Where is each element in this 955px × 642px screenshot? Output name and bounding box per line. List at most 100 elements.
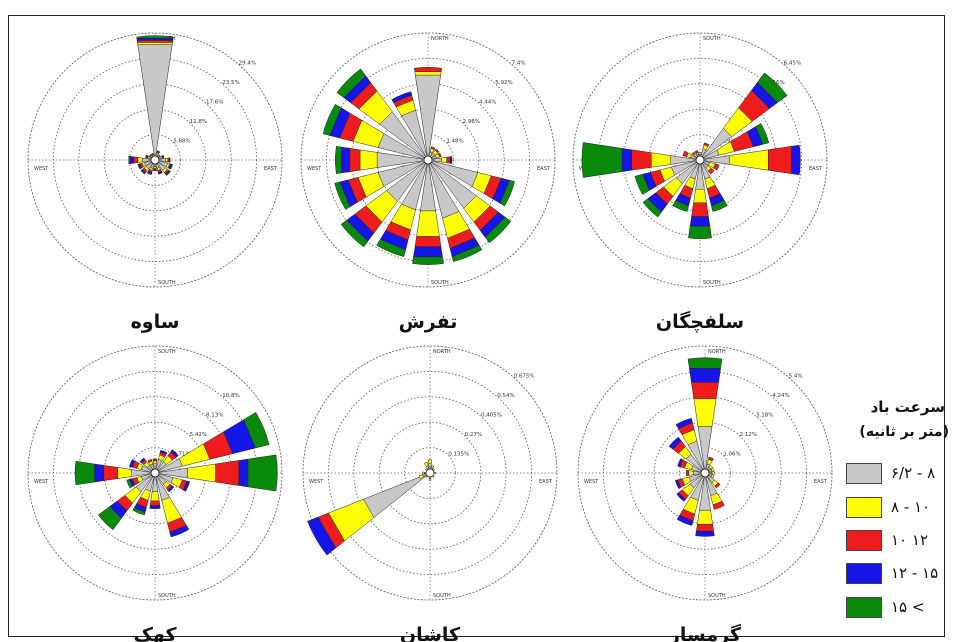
ring-label: 0.27% — [465, 432, 482, 438]
station-title: تفرش — [399, 311, 458, 333]
petal-segment — [156, 150, 161, 153]
petal-segment — [710, 474, 715, 479]
petal-segment — [162, 154, 165, 159]
petal-segment — [755, 123, 770, 145]
petal-segment — [159, 449, 168, 455]
rose-ring — [129, 134, 181, 186]
rose-ring — [577, 345, 833, 601]
direction-label-south: SOUTH — [703, 280, 721, 286]
direction-label-east: EAST — [809, 166, 823, 172]
petal-segment — [431, 465, 435, 469]
rose-ring — [27, 32, 283, 288]
ring-label: 1.48% — [446, 139, 463, 145]
petal-segment — [129, 459, 136, 468]
petal-segment — [422, 471, 425, 475]
calm-circle — [695, 155, 705, 165]
petal-segment — [169, 525, 190, 538]
direction-label-north: SOUTH — [703, 36, 721, 42]
station-title: کهک — [133, 624, 177, 642]
legend-swatch — [846, 463, 882, 484]
petal-segment — [685, 469, 689, 477]
petal-segment — [708, 456, 714, 462]
ring-label: 5.92% — [495, 80, 512, 86]
petal-segment — [414, 236, 442, 248]
legend-subtitle: (متر بر ثانیه) — [859, 424, 949, 440]
legend: سرعت باد (متر بر ثانیه) ۶/۲ - ۸ ۸ - ۱۰ ۱… — [838, 398, 953, 618]
ring-label: 3.18% — [756, 413, 773, 419]
direction-label-west: WEST — [34, 479, 49, 485]
ring-label: 17.6% — [206, 100, 223, 106]
calm-circle — [423, 155, 433, 165]
calm-circle — [700, 468, 710, 478]
legend-title: سرعت باد — [870, 398, 945, 416]
ring-label: 1.29% — [718, 139, 735, 145]
petal-segment — [376, 239, 406, 257]
petal-segment — [129, 156, 134, 164]
petal-segment — [791, 144, 801, 176]
petal-segment — [182, 480, 191, 492]
rose-ring — [404, 447, 456, 499]
petal-segment — [711, 471, 715, 475]
petal-segment — [691, 151, 696, 156]
petal-segment — [152, 458, 158, 462]
petal-segment — [243, 412, 270, 449]
direction-label-east: EAST — [537, 166, 551, 172]
petal-segment — [581, 142, 623, 178]
petal-segment — [167, 485, 175, 493]
rose-ring — [572, 32, 828, 288]
petal-segment — [340, 146, 351, 174]
petal-segment — [140, 169, 146, 175]
petal-segment — [441, 156, 448, 164]
petal-segment — [703, 142, 710, 147]
petal-segment — [710, 467, 715, 472]
legend-swatch — [846, 597, 882, 618]
petal-segment — [170, 449, 179, 458]
legend-label: ۱۰ ۱۲ — [891, 531, 928, 549]
petal-segment — [451, 244, 483, 262]
petal-segment — [336, 68, 367, 99]
direction-label-north: SOUTH — [158, 349, 176, 355]
ring-label: 5.88% — [173, 139, 190, 145]
petal-segment — [672, 200, 689, 212]
calm-circle — [425, 468, 435, 478]
petal-segment — [437, 152, 442, 158]
ring-label: 2.12% — [740, 432, 757, 438]
petal-segment — [412, 256, 444, 265]
petal-segment — [215, 460, 240, 486]
petal-segment — [674, 479, 682, 490]
petal-segment — [695, 530, 715, 537]
rose-ring — [302, 345, 558, 601]
petal-segment — [693, 188, 707, 204]
direction-label-south: SOUTH — [708, 593, 726, 599]
petal-segment — [630, 149, 652, 171]
petal-segment — [157, 154, 161, 158]
petal-segment — [689, 216, 711, 228]
petal-segment — [334, 181, 351, 210]
petal-segment — [150, 152, 154, 155]
petal-segment — [93, 463, 105, 483]
petal-segment — [149, 500, 161, 507]
station-title: گرمسار — [668, 623, 742, 642]
petal-segment — [165, 170, 171, 176]
petal-segment — [126, 479, 133, 489]
petal-segment — [696, 523, 714, 533]
direction-label-south: SOUTH — [433, 593, 451, 599]
petal-segment — [668, 436, 682, 450]
ring-label: 5.42% — [190, 432, 207, 438]
rose-ring — [300, 32, 556, 288]
legend-item: ۱۲ - ۱۵ — [846, 563, 955, 585]
figure-frame — [8, 15, 945, 637]
legend-label: ۸ - ۱۰ — [891, 498, 931, 516]
petal-segment — [693, 397, 717, 427]
petal-segment — [414, 67, 442, 72]
ring-label: 4.44% — [479, 100, 496, 106]
wind-rose: 1.29%2.58%3.87%5.16%6.45%SOUTHSOUTHEASTW… — [572, 32, 828, 333]
petal-segment — [691, 381, 719, 399]
petal-segment — [484, 216, 512, 244]
ring-label: 5.4% — [789, 374, 803, 380]
petal-segment — [713, 163, 720, 171]
petal-segment — [416, 210, 440, 238]
petal-segment — [634, 174, 650, 195]
ring-label: 2.96% — [463, 119, 480, 125]
petal-segment — [449, 156, 453, 164]
